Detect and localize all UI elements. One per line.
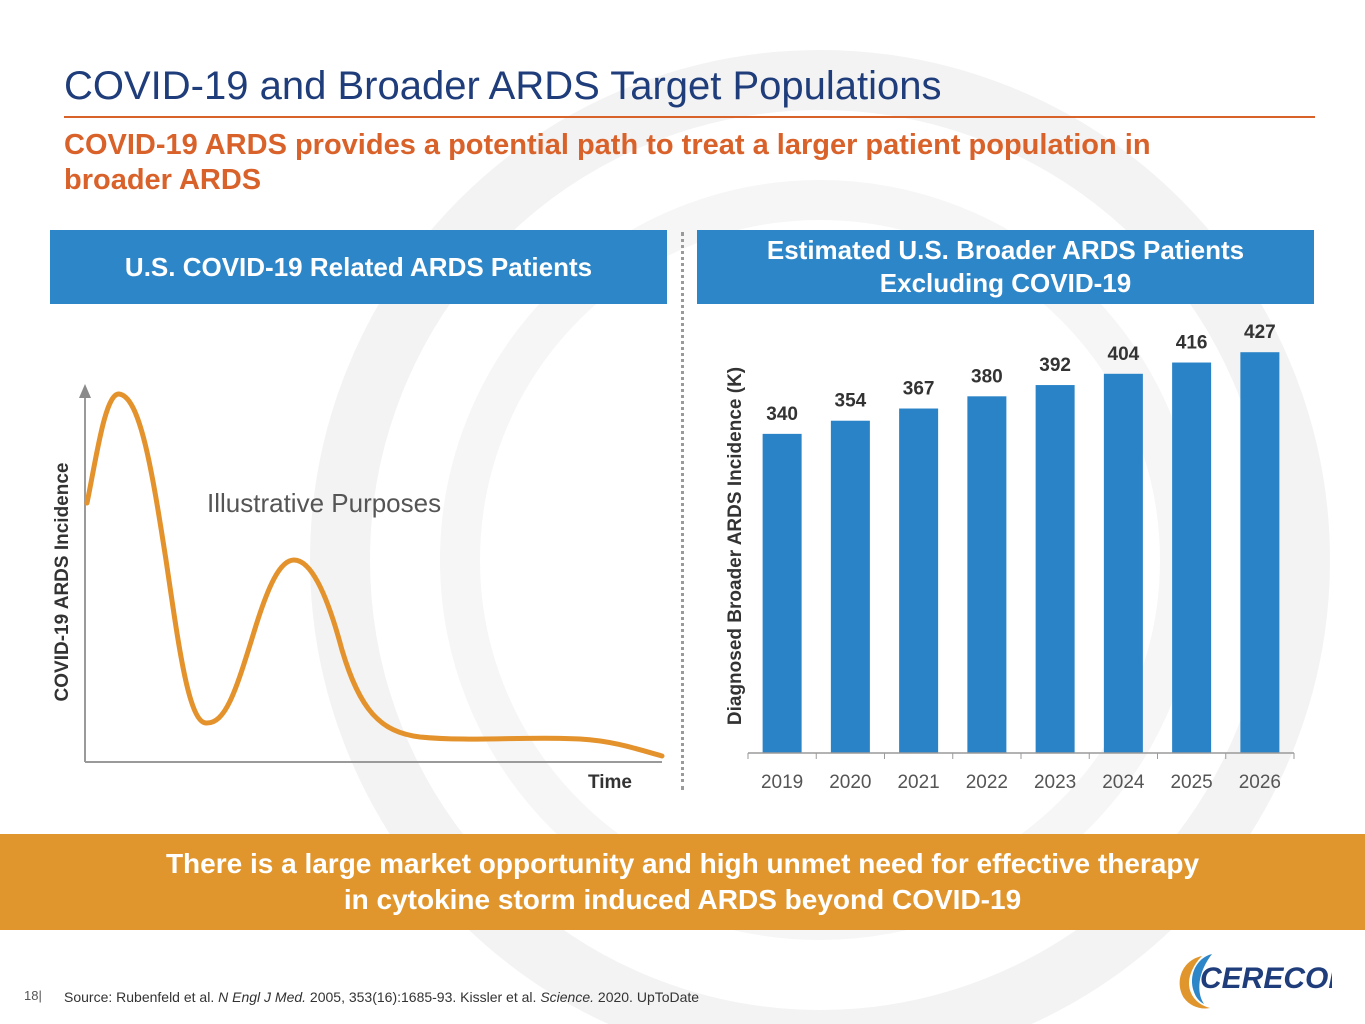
bar-x-ticks: 2019 2020 2021 2022 2023 2024 2025 2026	[747, 753, 1295, 793]
svg-text:CERECOR: CERECOR	[1200, 962, 1332, 995]
bar-2023	[1035, 385, 1075, 753]
subtitle-line-2: broader ARDS	[64, 164, 262, 196]
bar-x-tick-label-2021: 2021	[897, 772, 939, 793]
bar-value-label-2019: 340	[766, 404, 798, 425]
bar-value-label-2023: 392	[1039, 355, 1071, 376]
illustrative-incidence-curve	[84, 391, 665, 759]
bar-value-label-2022: 380	[971, 366, 1003, 387]
source-part-3: 2020. UpToDate	[594, 989, 700, 1005]
right-panel-header: Estimated U.S. Broader ARDS Patients Exc…	[697, 230, 1314, 304]
slide-title: COVID-19 and Broader ARDS Target Populat…	[64, 64, 942, 108]
right-header-line-2: Excluding COVID-19	[879, 268, 1132, 298]
bar-series: 340 354 367 380 392 404 416 427	[762, 322, 1280, 753]
left-panel-header: U.S. COVID-19 Related ARDS Patients	[50, 230, 667, 304]
left-panel-header-label: U.S. COVID-19 Related ARDS Patients	[124, 251, 593, 282]
source-part-2: 2005, 353(16):1685-93. Kissler et al.	[306, 989, 541, 1005]
banner-line-1: There is a large market opportunity and …	[165, 848, 1200, 879]
left-y-axis-arrow-icon	[79, 384, 91, 398]
title-divider	[64, 116, 1315, 118]
bar-value-label-2026: 427	[1244, 322, 1276, 343]
right-header-line-1: Estimated U.S. Broader ARDS Patients	[766, 235, 1245, 265]
bar-y-axis-label: Diagnosed Broader ARDS Incidence (K)	[725, 367, 746, 725]
illustrative-annotation: Illustrative Purposes	[207, 488, 441, 518]
subtitle-line-1: COVID-19 ARDS provides a potential path …	[64, 129, 1151, 161]
bar-x-tick-label-2022: 2022	[966, 772, 1008, 793]
broader-ards-bar-chart: Diagnosed Broader ARDS Incidence (K) 340…	[725, 322, 1295, 793]
bar-value-label-2025: 416	[1176, 333, 1208, 354]
bar-2020	[830, 420, 870, 753]
bar-2019	[762, 433, 802, 753]
bar-value-label-2020: 354	[835, 391, 867, 412]
bar-x-tick-label-2026: 2026	[1239, 772, 1281, 793]
cerecor-logo: CERECOR	[1179, 954, 1332, 1009]
source-part-1: Source: Rubenfeld et al.	[64, 989, 219, 1005]
left-x-axis-label: Time	[588, 772, 632, 793]
bar-2024	[1103, 373, 1143, 753]
source-journal-1: N Engl J Med.	[218, 989, 307, 1005]
left-y-axis-label: COVID-19 ARDS Incidence	[52, 463, 73, 702]
bar-2022	[967, 396, 1007, 753]
source-citation: Source: Rubenfeld et al. N Engl J Med. 2…	[64, 989, 699, 1005]
bar-2021	[899, 408, 939, 753]
covid-incidence-chart: Illustrative Purposes Time COVID-19 ARDS…	[52, 384, 665, 793]
bar-x-tick-label-2023: 2023	[1034, 772, 1076, 793]
bar-x-tick-label-2019: 2019	[761, 772, 803, 793]
source-journal-2: Science.	[540, 989, 595, 1005]
bar-value-label-2021: 367	[903, 379, 935, 400]
panel-divider	[681, 232, 684, 790]
page-number: 18|	[24, 988, 42, 1003]
banner-line-2: in cytokine storm induced ARDS beyond CO…	[343, 884, 1022, 915]
bar-value-label-2024: 404	[1108, 344, 1140, 365]
right-panel-header-label: Estimated U.S. Broader ARDS Patients Exc…	[767, 234, 1244, 300]
bar-2026	[1240, 352, 1280, 753]
bar-x-tick-label-2020: 2020	[829, 772, 871, 793]
slide-subtitle: COVID-19 ARDS provides a potential path …	[64, 128, 1264, 198]
bar-2025	[1172, 362, 1212, 753]
bar-x-tick-label-2024: 2024	[1102, 772, 1145, 793]
key-message-banner: There is a large market opportunity and …	[0, 834, 1365, 930]
bar-x-tick-label-2025: 2025	[1170, 772, 1212, 793]
